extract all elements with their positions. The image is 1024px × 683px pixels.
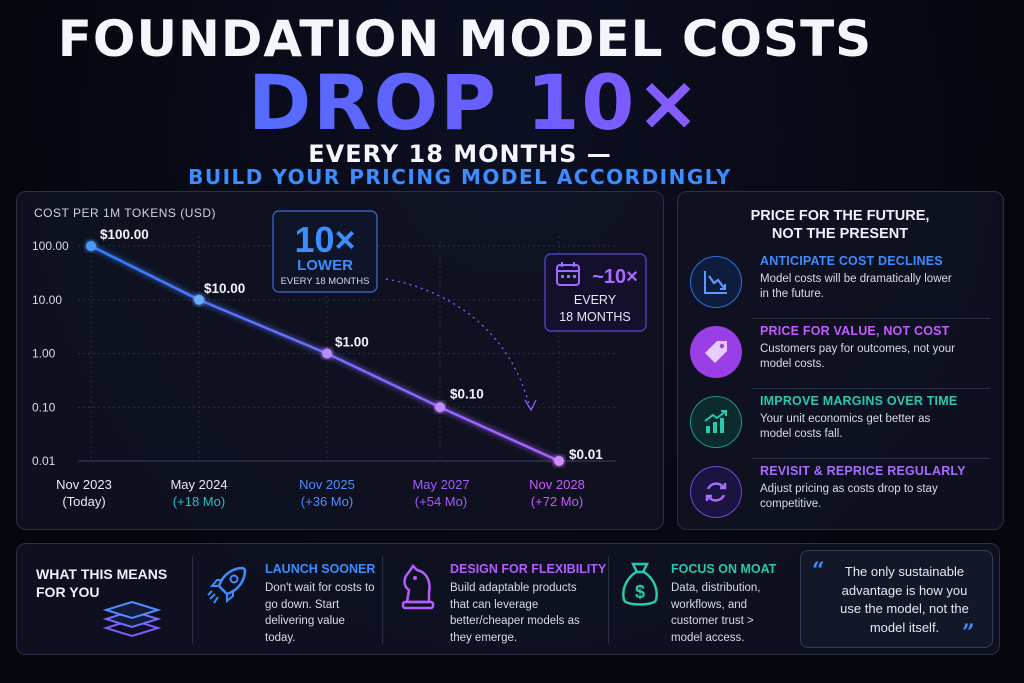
y-tick-label: 0.01 bbox=[32, 454, 56, 468]
y-tick-label: 0.10 bbox=[32, 400, 56, 414]
subtitle: EVERY 18 MONTHS — bbox=[308, 140, 612, 168]
callout-10x-lower: 10× LOWER EVERY 18 MONTHS bbox=[272, 210, 378, 293]
quote-box bbox=[800, 550, 993, 648]
item-desc: Build adaptable products that can levera… bbox=[450, 582, 580, 644]
x-tick-label: Nov 2023 bbox=[56, 477, 112, 492]
principle-desc: Adjust pricing as costs drop to stay com… bbox=[760, 483, 938, 510]
item-desc: Data, distribution, workflows, and custo… bbox=[671, 582, 761, 644]
x-tick-sublabel: (+36 Mo) bbox=[301, 494, 353, 509]
callout-big: 10× bbox=[294, 219, 355, 260]
principle-desc: Your unit economics get better as model … bbox=[760, 413, 931, 440]
item-desc: Don't wait for costs to go down. Start d… bbox=[265, 582, 375, 644]
divider bbox=[192, 556, 193, 644]
divider bbox=[608, 556, 609, 644]
close-quote-icon: ” bbox=[962, 620, 975, 646]
chess-knight-icon bbox=[393, 560, 441, 617]
principle-anticipate: ANTICIPATE COST DECLINES Model costs wil… bbox=[690, 250, 990, 316]
data-point bbox=[554, 456, 564, 466]
calendar-icon bbox=[556, 262, 580, 286]
open-quote-icon: “ bbox=[812, 558, 825, 584]
rocket-icon bbox=[203, 560, 253, 615]
data-label: $1.00 bbox=[335, 335, 369, 350]
money-bag-icon: $ bbox=[616, 558, 664, 617]
x-tick-label: May 2024 bbox=[170, 477, 227, 492]
item-head: DESIGN FOR FLEXIBILITY bbox=[450, 562, 607, 576]
x-tick-label: May 2027 bbox=[412, 477, 469, 492]
layers-icon bbox=[100, 594, 164, 645]
principle-head: PRICE FOR VALUE, NOT COST bbox=[760, 324, 950, 338]
principle-head: ANTICIPATE COST DECLINES bbox=[760, 254, 943, 268]
callout-arrow bbox=[385, 278, 531, 409]
headline: DROP 10× bbox=[0, 58, 950, 147]
callout-mid: LOWER bbox=[297, 257, 353, 274]
callout-side: ~10× EVERY 18 MONTHS bbox=[544, 253, 647, 332]
data-label: $0.10 bbox=[450, 386, 484, 401]
y-tick-label: 10.00 bbox=[32, 293, 62, 307]
principle-desc: Customers pay for outcomes, not your mod… bbox=[760, 343, 955, 370]
side-callout-line2: 18 MONTHS bbox=[559, 310, 631, 324]
x-tick-sublabel: (+18 Mo) bbox=[173, 494, 225, 509]
x-tick-label: Nov 2028 bbox=[529, 477, 585, 492]
y-tick-label: 100.00 bbox=[32, 239, 69, 253]
svg-text:$: $ bbox=[635, 582, 645, 602]
chart-down-icon bbox=[690, 256, 742, 308]
refresh-icon bbox=[690, 466, 742, 518]
y-tick-label: 1.00 bbox=[32, 347, 56, 361]
callout-arrowhead bbox=[524, 399, 537, 412]
data-point bbox=[322, 348, 332, 359]
principle-desc: Model costs will be dramatically lower i… bbox=[760, 273, 952, 300]
principle-head: REVISIT & REPRICE REGULARLY bbox=[760, 464, 966, 478]
principles-title: PRICE FOR THE FUTURE, NOT THE PRESENT bbox=[690, 207, 990, 243]
divider bbox=[752, 318, 990, 319]
item-head: FOCUS ON MOAT bbox=[671, 562, 777, 576]
quote-text: The only sustainable advantage is how yo… bbox=[840, 564, 969, 635]
principle-revisit: REVISIT & REPRICE REGULARLY Adjust prici… bbox=[690, 460, 990, 526]
x-tick-sublabel: (+72 Mo) bbox=[531, 494, 583, 509]
divider bbox=[382, 556, 383, 644]
item-head: LAUNCH SOONER bbox=[265, 562, 376, 576]
page-title: FOUNDATION MODEL COSTS bbox=[57, 10, 873, 68]
x-tick-sublabel: (Today) bbox=[62, 494, 105, 509]
data-label: $100.00 bbox=[100, 227, 149, 242]
data-point bbox=[194, 294, 204, 305]
x-tick-sublabel: (+54 Mo) bbox=[415, 494, 467, 509]
data-point bbox=[435, 402, 445, 413]
divider bbox=[752, 458, 990, 459]
y-axis-title: COST PER 1M TOKENS (USD) bbox=[34, 206, 217, 220]
data-point bbox=[86, 241, 96, 251]
side-callout-line1: EVERY bbox=[574, 293, 617, 307]
bar-chart-up-icon bbox=[690, 396, 742, 448]
principle-head: IMPROVE MARGINS OVER TIME bbox=[760, 394, 958, 408]
implications-title: WHAT THIS MEANS FOR YOU bbox=[36, 566, 168, 600]
tagline: BUILD YOUR PRICING MODEL ACCORDINGLY bbox=[188, 165, 732, 189]
price-tag-icon bbox=[690, 326, 742, 378]
callout-small: EVERY 18 MONTHS bbox=[281, 276, 370, 287]
data-label: $10.00 bbox=[204, 281, 245, 296]
side-callout-big: ~10× bbox=[592, 266, 638, 288]
principles-title-line2: NOT THE PRESENT bbox=[771, 226, 909, 242]
principles-title-line1: PRICE FOR THE FUTURE, bbox=[750, 208, 930, 224]
data-label: $0.01 bbox=[569, 447, 603, 462]
x-tick-label: Nov 2025 bbox=[299, 477, 355, 492]
principle-value: PRICE FOR VALUE, NOT COST Customers pay … bbox=[690, 320, 990, 386]
principle-margins: IMPROVE MARGINS OVER TIME Your unit econ… bbox=[690, 390, 990, 456]
divider bbox=[752, 388, 990, 389]
